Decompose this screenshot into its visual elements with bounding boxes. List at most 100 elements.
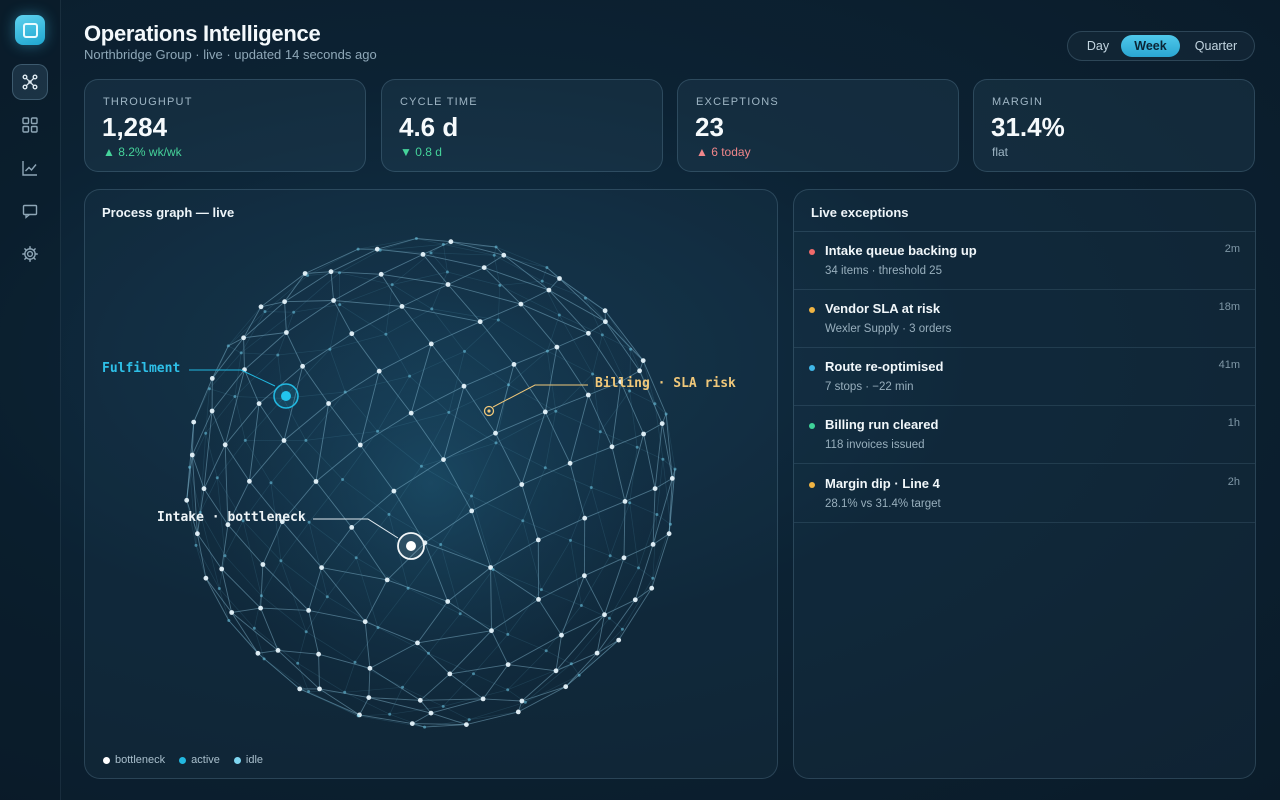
mesh-edge: [639, 370, 663, 424]
mesh-edge: [378, 370, 412, 414]
graph-node: [414, 237, 418, 240]
mesh-edge: [234, 352, 242, 397]
mesh-edge: [321, 567, 388, 581]
mesh-edge: [281, 481, 317, 522]
mesh-edge: [428, 613, 461, 654]
graph-node: [401, 685, 405, 689]
graph-node: [378, 271, 384, 277]
mesh-edge: [587, 394, 613, 447]
graph-node: [331, 298, 336, 303]
graph-node: [505, 662, 511, 667]
intake-node[interactable]: [397, 532, 425, 560]
range-day-button[interactable]: Day: [1086, 39, 1110, 53]
mesh-edge: [463, 385, 496, 434]
kpi-card-exceptions[interactable]: EXCEPTIONS 23 ▲ 6 today: [677, 79, 959, 172]
mesh-edge: [368, 697, 421, 701]
kpi-card-cycle-time[interactable]: CYCLE TIME 4.6 d ▼ 0.8 d: [381, 79, 663, 172]
mesh-edge: [191, 410, 213, 456]
mesh-edge: [351, 306, 403, 335]
process-graph-sphere[interactable]: [85, 190, 779, 780]
mesh-edge: [570, 487, 592, 541]
mesh-edge: [499, 280, 543, 286]
mesh-edge: [327, 596, 379, 628]
nav-dashboard[interactable]: [12, 107, 48, 143]
graph-node: [594, 650, 600, 656]
sidebar: [0, 0, 61, 800]
kpi-card-margin[interactable]: MARGIN 31.4% flat: [973, 79, 1255, 172]
mesh-edge: [656, 459, 664, 515]
range-week-button[interactable]: Week: [1121, 35, 1180, 57]
nav-process-graph[interactable]: [12, 64, 48, 100]
exception-item-billing[interactable]: Billing run cleared 118 invoices issued …: [794, 406, 1255, 464]
exception-item-margin[interactable]: Margin dip · Line 4 28.1% vs 31.4% targe…: [794, 465, 1255, 523]
kpi-card-throughput[interactable]: THROUGHPUT 1,284 ▲ 8.2% wk/wk: [84, 79, 366, 172]
graph-node: [399, 304, 405, 309]
graph-node: [338, 271, 341, 275]
graph-node: [408, 410, 414, 416]
graph-node: [496, 318, 500, 322]
mesh-edge: [471, 510, 492, 568]
graph-node: [567, 460, 573, 466]
mesh-edge: [440, 495, 472, 545]
graph-node: [279, 559, 283, 563]
app-logo[interactable]: [15, 15, 45, 45]
mesh-edge: [545, 394, 589, 413]
graph-node: [620, 627, 624, 631]
graph-node: [470, 494, 473, 498]
mesh-edge: [538, 599, 562, 636]
graph-node: [256, 401, 262, 406]
mesh-edge: [359, 444, 395, 492]
network-icon: [22, 74, 38, 90]
range-quarter-button[interactable]: Quarter: [1194, 39, 1238, 53]
mesh-edge: [638, 514, 658, 569]
graph-node: [491, 568, 495, 571]
mesh-edge: [611, 446, 626, 502]
mesh-edge: [260, 301, 285, 308]
graph-node: [262, 657, 266, 661]
mesh-edge: [635, 587, 652, 601]
mesh-edge: [600, 431, 638, 448]
nav-settings[interactable]: [12, 236, 48, 272]
graph-node: [219, 566, 225, 572]
graph-node: [233, 395, 237, 398]
exception-item-vendor-sla[interactable]: Vendor SLA at risk Wexler Supply · 3 ord…: [794, 290, 1255, 348]
mesh-edge: [193, 378, 213, 423]
graph-node: [607, 616, 611, 620]
graph-node: [316, 651, 321, 657]
mesh-edge: [205, 433, 218, 478]
exception-item-intake[interactable]: Intake queue backing up 34 items · thres…: [794, 232, 1255, 290]
mesh-edge: [630, 349, 644, 361]
mesh-edge: [545, 605, 582, 651]
mesh-edge: [642, 360, 656, 404]
mesh-edge: [244, 369, 260, 404]
mesh-edge: [431, 308, 465, 352]
mesh-edge: [541, 280, 560, 316]
mesh-edge: [228, 337, 244, 347]
nav-messages[interactable]: [12, 193, 48, 229]
mesh-edge: [277, 649, 319, 655]
graph-node: [409, 721, 415, 726]
mesh-edge: [507, 634, 562, 665]
mesh-edge: [604, 599, 636, 616]
graph-node: [518, 301, 524, 307]
billing-node[interactable]: [483, 405, 495, 417]
graph-node: [297, 686, 303, 692]
mesh-edge: [270, 482, 310, 523]
fulfilment-node[interactable]: [273, 383, 299, 409]
graph-node: [464, 722, 469, 727]
mesh-edge: [469, 711, 519, 720]
mesh-edge: [302, 333, 353, 367]
mesh-edge: [596, 639, 619, 654]
graph-node: [618, 379, 624, 385]
graph-node: [247, 478, 252, 484]
graph-node: [467, 718, 471, 722]
mesh-edge: [609, 567, 639, 619]
mesh-edge: [508, 350, 548, 386]
exception-item-route[interactable]: Route re-optimised 7 stops · −22 min 41m: [794, 348, 1255, 406]
mesh-edge: [652, 478, 673, 545]
graph-node: [439, 543, 443, 546]
nav-analytics[interactable]: [12, 150, 48, 186]
kpi-label: MARGIN: [992, 96, 1044, 108]
mesh-edge: [443, 244, 495, 256]
exception-detail: 34 items · threshold 25: [825, 265, 942, 277]
